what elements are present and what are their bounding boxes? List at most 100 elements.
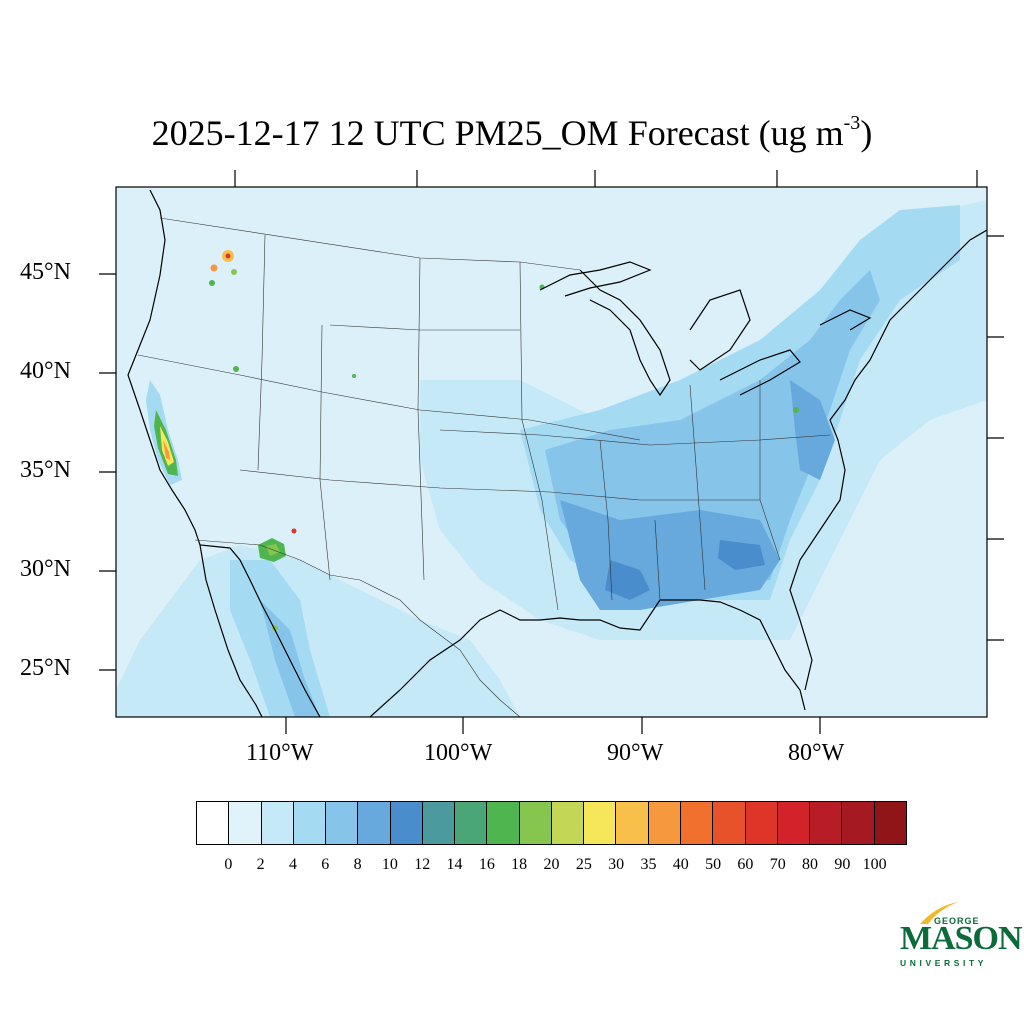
colorbar-label: 16 (478, 856, 495, 873)
title-close: ) (860, 113, 873, 153)
coastlines (127, 189, 987, 717)
border-col-6 (654, 519, 661, 601)
concentration-field (116, 200, 987, 717)
field-georgia-peak (718, 540, 765, 570)
field-idaho-peak-1 (225, 253, 231, 259)
colorbar-label: 6 (321, 856, 330, 873)
lon-label-90w: 90°W (607, 740, 664, 766)
border-row-2 (239, 469, 760, 501)
map-frame (115, 186, 988, 718)
gulf-coast (369, 599, 806, 717)
field-co-spot (352, 374, 356, 378)
colorbar-label: 12 (414, 856, 431, 873)
field-idaho-spot-4 (209, 280, 215, 286)
university-logo: GEORGE MASON UNIVERSITY (898, 902, 1023, 968)
colorbar-box (293, 802, 327, 844)
field-idaho-spot-3 (231, 269, 237, 275)
right-ticks (987, 235, 1004, 641)
colorbar-label: 50 (705, 856, 722, 873)
colorbar-box (616, 802, 649, 844)
lake-erie (719, 349, 801, 396)
field-california-core (160, 426, 174, 466)
colorbar-label: 40 (672, 856, 689, 873)
colorbar-box (680, 802, 714, 844)
colorbar-label: 70 (769, 856, 786, 873)
title-main: 2025-12-17 12 UTC PM25_OM Forecast (ug m (151, 113, 844, 153)
logo-bottom-text: UNIVERSITY (900, 958, 988, 968)
colorbar-box (842, 802, 875, 844)
colorbar-box (455, 802, 488, 844)
bottom-ticks (285, 717, 821, 734)
state-borders (137, 217, 831, 717)
colorbar-label: 14 (446, 856, 463, 873)
border-row-0 (329, 324, 520, 331)
colorbar-label: 90 (834, 856, 851, 873)
lake-ontario (819, 309, 872, 331)
colorbar-label: 80 (802, 856, 819, 873)
colorbar-box (519, 802, 552, 844)
field-idaho-spot-2 (210, 264, 218, 272)
field-mexico-lowband (116, 545, 520, 717)
colorbar-box (422, 802, 456, 844)
border-row-1b (439, 429, 831, 446)
colorbar-box (874, 802, 906, 844)
lon-label-110w: 110°W (246, 740, 314, 766)
colorbar-label: 0 (224, 856, 233, 873)
colorbar-label: 100 (862, 856, 887, 873)
border-col-5 (599, 439, 613, 601)
border-row-1 (137, 354, 641, 441)
field-utah-spot (233, 366, 239, 372)
colorbar-box (777, 802, 811, 844)
border-us-mexico (194, 539, 521, 717)
border-col-7 (689, 384, 706, 591)
lat-label-25: 25°N (20, 655, 71, 681)
border-col-3 (417, 257, 425, 581)
colorbar-box (390, 802, 423, 844)
lon-label-100w: 100°W (424, 740, 493, 766)
logo-swoosh-icon (920, 902, 958, 924)
border-col-1 (257, 234, 266, 471)
left-ticks (99, 273, 116, 671)
colorbar-label: 20 (543, 856, 560, 873)
border-col-8 (759, 380, 781, 561)
border-col-2 (319, 324, 331, 581)
field-california-peak (163, 440, 170, 460)
colorbar-box (810, 802, 843, 844)
lon-label-80w: 80°W (788, 740, 845, 766)
colorbar-label: 2 (256, 856, 265, 873)
colorbar (196, 801, 907, 845)
lat-label-45: 45°N (20, 259, 71, 285)
colorbar-label: 8 (353, 856, 362, 873)
colorbar-box (487, 802, 520, 844)
field-va-spot (793, 407, 799, 413)
lake-superior (539, 261, 652, 297)
colorbar-box (551, 802, 585, 844)
lat-label-30: 30°N (20, 556, 71, 582)
lat-label-35: 35°N (20, 457, 71, 483)
lake-michigan (579, 269, 671, 397)
field-midatlantic-core (790, 380, 835, 480)
logo-top-text: GEORGE (934, 916, 980, 926)
border-us-canada (159, 217, 581, 271)
colorbar-box (197, 802, 230, 844)
field-mississippi-peak (605, 560, 650, 600)
colorbar-box (229, 802, 262, 844)
field-nm-spot (291, 528, 297, 534)
colorbar-label: 4 (288, 856, 297, 873)
lat-label-40: 40°N (20, 358, 71, 384)
colorbar-box (326, 802, 359, 844)
colorbar-box (584, 802, 617, 844)
logo-name: MASON (900, 920, 1023, 957)
colorbar-box (261, 802, 294, 844)
colorbar-label: 10 (381, 856, 398, 873)
atlantic-coast (789, 229, 987, 691)
lake-huron (689, 289, 751, 371)
chart-title: 2025-12-17 12 UTC PM25_OM Forecast (ug m… (0, 112, 1024, 154)
colorbar-box (713, 802, 746, 844)
field-east-higher (545, 270, 880, 590)
baja-coast (199, 544, 263, 717)
colorbar-box (745, 802, 778, 844)
colorbar-label: 35 (640, 856, 657, 873)
colorbar-label: 30 (608, 856, 625, 873)
